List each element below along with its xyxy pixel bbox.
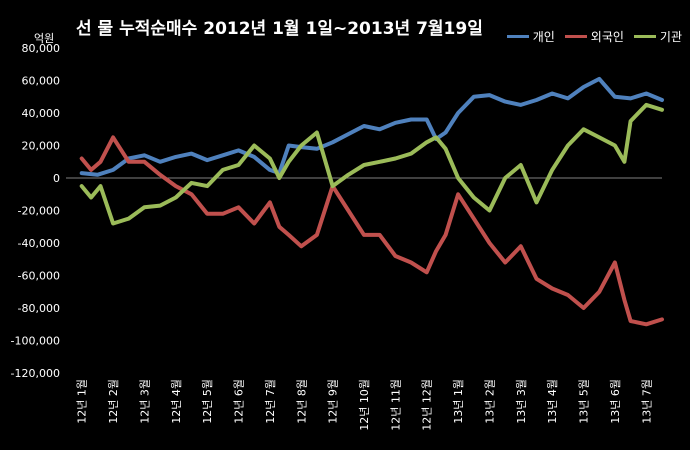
x-tick-label: 12년 8월 (295, 379, 308, 424)
legend-swatch-individual (506, 35, 529, 38)
x-tick-label: 13년 6월 (609, 379, 622, 424)
y-axis-unit-label: 억원 (34, 32, 55, 45)
legend-swatch-foreign (564, 35, 587, 38)
y-tick-label: -120,000 (11, 367, 60, 380)
x-tick-label: 12년 6월 (233, 379, 246, 424)
legend-swatch-institution (633, 35, 656, 38)
legend-label-individual: 개인 (532, 30, 555, 44)
x-tick-label: 12년 9월 (327, 379, 340, 424)
x-tick-label: 12년 4월 (170, 379, 183, 424)
legend-item-foreign: 외국인 (564, 28, 624, 45)
x-tick-label: 13년 4월 (546, 379, 559, 424)
chart-title: 선 물 누적순매수 2012년 1월 1일~2013년 7월19일 (76, 19, 483, 39)
y-tick-label: 0 (53, 172, 60, 185)
x-tick-label: 13년 2월 (483, 379, 496, 424)
y-tick-label: -60,000 (18, 270, 60, 283)
x-tick-label: 13년 1월 (452, 379, 465, 424)
y-tick-label: 20,000 (22, 140, 61, 153)
x-tick-label: 12년 11월 (389, 379, 402, 431)
x-tick-label: 12년 12월 (421, 379, 434, 431)
x-tick-label: 13년 3월 (515, 379, 528, 424)
x-tick-label: 13년 5월 (578, 379, 591, 424)
y-tick-label: -80,000 (18, 302, 60, 315)
x-tick-label: 12년 5월 (201, 379, 214, 424)
legend-item-institution: 기관 (633, 28, 682, 45)
x-tick-label: 12년 1월 (76, 379, 89, 424)
y-tick-label: -20,000 (18, 205, 60, 218)
x-tick-label: 12년 7월 (264, 379, 277, 424)
legend-item-individual: 개인 (506, 28, 555, 45)
legend-label-institution: 기관 (659, 30, 682, 44)
series-line-1 (79, 135, 664, 327)
y-tick-label: -100,000 (11, 335, 60, 348)
x-tick-label: 12년 2월 (107, 379, 120, 424)
x-tick-label: 12년 10월 (358, 379, 371, 431)
legend-label-foreign: 외국인 (590, 30, 624, 44)
plot-area: 80,000 60,000 40,000 20,000 0 -20,000 -40,000 -… (11, 42, 664, 431)
y-tick-label: 40,000 (22, 107, 61, 120)
legend: 개인 외국인 기관 (506, 28, 682, 45)
series-line-0 (79, 76, 664, 177)
y-tick-label: 80,000 (22, 42, 61, 55)
series-line-2 (79, 102, 664, 226)
y-tick-label: 60,000 (22, 75, 61, 88)
y-tick-label: -40,000 (18, 237, 60, 250)
x-tick-label: 12년 3월 (138, 379, 151, 424)
x-tick-label: 13년 7월 (640, 379, 653, 424)
